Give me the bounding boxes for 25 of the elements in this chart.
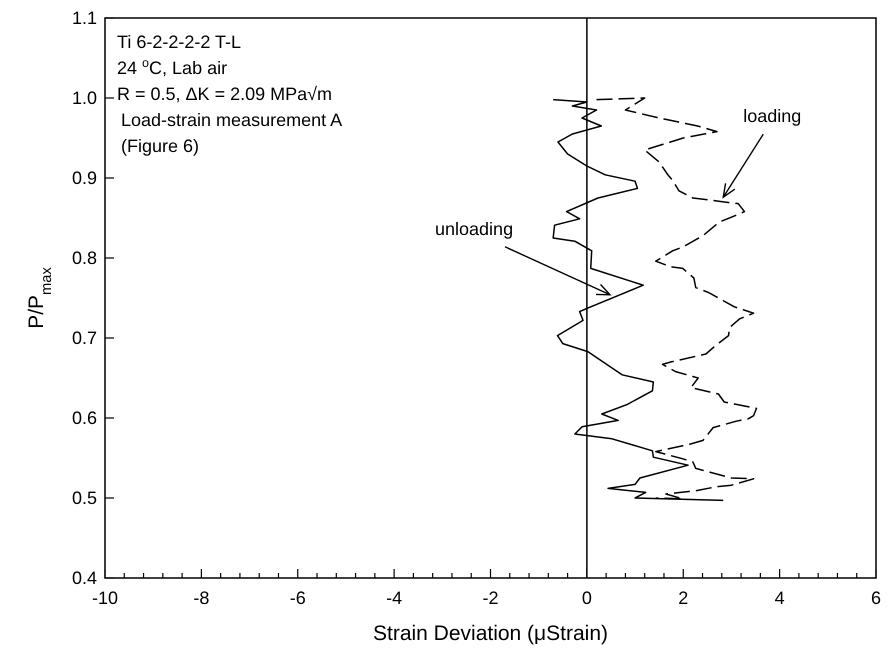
x-tick-label: 6 [870,588,882,608]
x-tick-label: -8 [193,588,210,608]
annotation: 24 $^{o}$C, Lab air [117,56,228,78]
y-tick-label: 0.5 [72,488,97,508]
y-tick-label: 0.9 [72,168,97,188]
annotation: unloading [435,218,514,239]
y-tick-label: 0.7 [72,328,97,348]
x-tick-label: -6 [290,588,306,608]
x-tick-label: -2 [482,588,499,608]
y-tick-label: 0.4 [72,568,97,588]
y-tick-label: 1.1 [72,8,97,28]
annotation: R = 0.5, ΔK = 2.09 MPa√m [117,84,332,104]
annotation: (Figure 6) [121,136,200,156]
x-tick-label: 4 [774,588,785,608]
annotation: Load-strain measurement A [121,110,342,130]
x-tick-label: 2 [678,588,688,608]
y-tick-label: 1.0 [72,88,97,108]
x-tick-label: 0 [582,588,592,608]
annotation: loading [743,106,802,126]
x-axis-title: Strain Deviation (μStrain) [372,622,608,645]
annotation: Ti 6-2-2-2-2 T-L [117,32,242,52]
x-tick-label: -4 [386,588,402,608]
x-tick-label: -10 [92,588,118,608]
y-tick-label: 0.8 [72,248,97,268]
y-tick-label: 0.6 [72,408,97,428]
